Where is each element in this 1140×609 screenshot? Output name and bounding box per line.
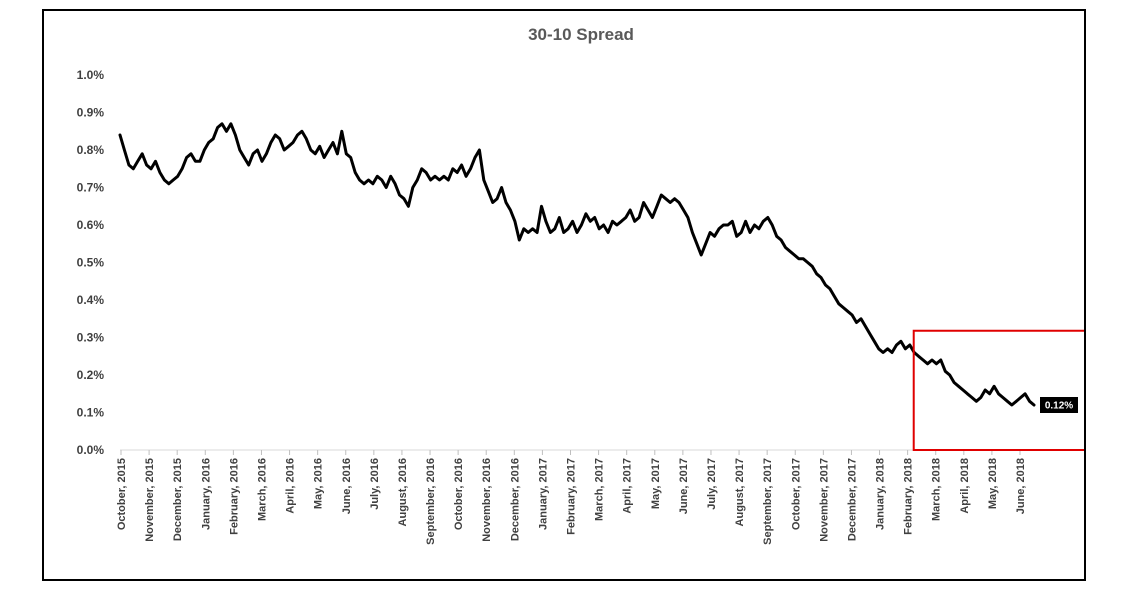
y-tick-label: 0.5% <box>77 256 105 270</box>
x-tick-label: September, 2017 <box>762 458 774 545</box>
x-tick-label: February, 2018 <box>903 458 915 535</box>
x-tick-label: May, 2018 <box>987 458 999 509</box>
x-tick-label: February, 2016 <box>228 458 240 535</box>
x-tick-label: October, 2015 <box>116 458 128 530</box>
x-tick-label: April, 2018 <box>959 458 971 514</box>
x-tick-label: March, 2017 <box>594 458 606 521</box>
x-tick-label: March, 2018 <box>931 458 943 521</box>
x-tick-label: December, 2016 <box>509 458 521 541</box>
x-tick-label: August, 2017 <box>734 458 746 526</box>
x-tick-label: July, 2017 <box>706 458 718 510</box>
x-tick-label: November, 2016 <box>481 458 493 542</box>
y-tick-label: 0.7% <box>77 181 105 195</box>
x-tick-label: August, 2016 <box>397 458 409 526</box>
x-tick-label: May, 2017 <box>650 458 662 509</box>
x-tick-label: May, 2016 <box>313 458 325 509</box>
x-tick-label: March, 2016 <box>256 458 268 521</box>
x-tick-label: June, 2017 <box>678 458 690 514</box>
x-tick-label: July, 2016 <box>369 458 381 510</box>
end-value-label: 0.12% <box>1045 401 1073 412</box>
x-tick-label: June, 2016 <box>341 458 353 514</box>
plot-area: 0.12% <box>118 122 1084 451</box>
y-tick-label: 0.3% <box>77 331 105 345</box>
series-line <box>118 122 1036 407</box>
y-axis: 0.0% 0.1% 0.2% 0.3% 0.4% 0.5% 0.6% 0.7% 0.8% 0.9%… <box>77 68 105 457</box>
chart-title: 30-10 Spread <box>528 25 634 44</box>
x-axis: October, 2015 November, 2015 December, 201… <box>116 449 1034 545</box>
x-tick-label: November, 2015 <box>144 458 156 542</box>
x-tick-label: January, 2018 <box>875 458 887 530</box>
y-tick-label: 0.2% <box>77 368 105 382</box>
chart-frame: 30-10 Spread 0.0% 0.1% 0.2% 0.3% 0.4% 0.5% 0.6… <box>42 9 1086 581</box>
y-tick-label: 0.6% <box>77 218 105 232</box>
y-tick-label: 0.0% <box>77 443 105 457</box>
y-tick-label: 0.1% <box>77 406 105 420</box>
y-tick-label: 1.0% <box>77 68 105 82</box>
highlight-box <box>912 329 1084 451</box>
x-tick-label: January, 2016 <box>200 458 212 530</box>
x-tick-label: February, 2017 <box>566 458 578 535</box>
x-tick-label: September, 2016 <box>425 458 437 545</box>
end-value-label-box <box>1040 397 1078 413</box>
line-chart: 30-10 Spread 0.0% 0.1% 0.2% 0.3% 0.4% 0.5% 0.6… <box>77 25 1084 545</box>
x-tick-label: November, 2017 <box>818 458 830 542</box>
y-tick-label: 0.8% <box>77 143 105 157</box>
x-tick-label: December, 2015 <box>172 458 184 541</box>
x-tick-label: June, 2018 <box>1015 458 1027 514</box>
x-tick-label: October, 2017 <box>790 458 802 530</box>
x-tick-label: October, 2016 <box>453 458 465 530</box>
x-tick-label: December, 2017 <box>846 458 858 541</box>
x-tick-label: April, 2016 <box>285 458 297 514</box>
y-tick-label: 0.4% <box>77 293 105 307</box>
y-tick-label: 0.9% <box>77 106 105 120</box>
x-tick-label: January, 2017 <box>537 458 549 530</box>
x-tick-label: April, 2017 <box>622 458 634 514</box>
